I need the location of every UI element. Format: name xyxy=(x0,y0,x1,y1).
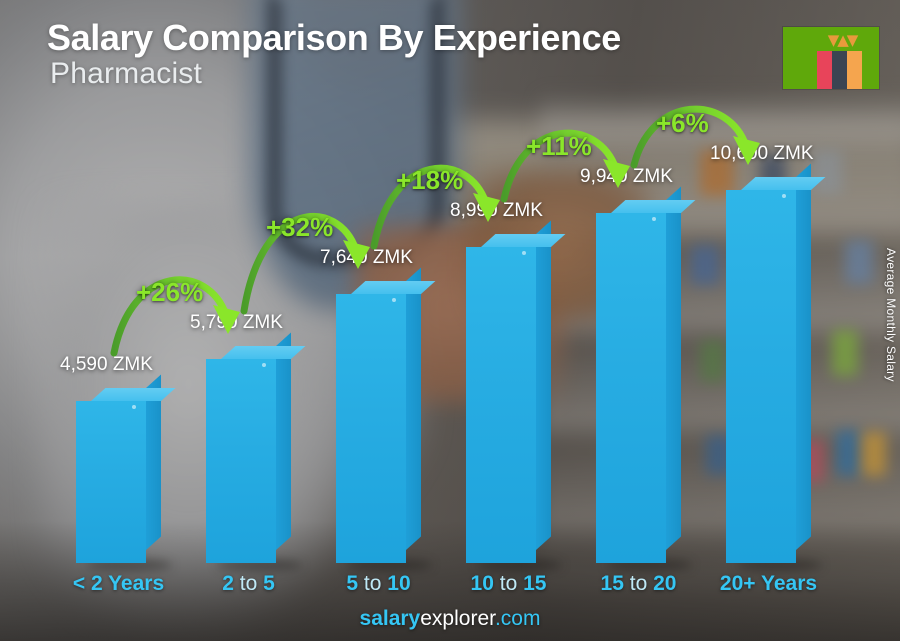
bar-front-face xyxy=(206,359,276,563)
background-product xyxy=(836,430,860,476)
bar-front-face xyxy=(76,401,146,563)
page-subtitle: Pharmacist xyxy=(50,57,203,90)
bar-value-label: 9,940 ZMK xyxy=(580,166,673,187)
bar-front-face xyxy=(336,294,406,563)
background-product xyxy=(862,432,886,476)
flag-stripe-red xyxy=(817,51,832,89)
x-axis-category-label: 2 to 5 xyxy=(179,572,319,596)
bar-value-label: 4,590 ZMK xyxy=(60,354,153,375)
x-label-to: 5 xyxy=(263,572,275,595)
brand-part-explorer: explorer xyxy=(420,607,495,630)
x-label-text: < 2 Years xyxy=(72,572,165,595)
bar-gloss-highlight xyxy=(132,405,136,409)
x-label-connector: to xyxy=(363,572,382,595)
x-label-from: 5 xyxy=(346,572,359,595)
percent-change-label: +11% xyxy=(526,131,592,161)
x-axis-category-label: 20+ Years xyxy=(699,572,839,596)
brand-part-salary: salary xyxy=(359,607,421,630)
y-axis-label: Average Monthly Salary xyxy=(884,248,898,382)
bar-gloss-highlight xyxy=(782,194,786,198)
percent-change-label: +18% xyxy=(396,165,464,195)
bar-value-label: 10,600 ZMK xyxy=(710,143,814,164)
bar-front-face xyxy=(596,213,666,563)
x-axis-category-label: 15 to 20 xyxy=(569,572,709,596)
flag-stripe-black xyxy=(832,51,847,89)
x-label-connector: to xyxy=(499,572,518,595)
x-label-connector: to xyxy=(239,572,258,595)
bar-gloss-highlight xyxy=(522,251,526,255)
x-axis-category-label: 10 to 15 xyxy=(439,572,579,596)
percent-change-label: +6% xyxy=(656,108,709,138)
x-label-text: 20+ Years xyxy=(719,572,818,595)
background-product xyxy=(700,150,734,196)
x-label-from: 15 xyxy=(600,572,624,595)
bar-front-face xyxy=(466,247,536,563)
background-product xyxy=(700,340,726,382)
page-title: Salary Comparison By Experience xyxy=(47,17,621,58)
background-product xyxy=(690,245,720,285)
percent-change-label: +26% xyxy=(136,277,204,307)
x-label-to: 10 xyxy=(387,572,411,595)
percent-change-label: +32% xyxy=(266,212,334,242)
x-label-to: 15 xyxy=(523,572,547,595)
bar-value-label: 8,990 ZMK xyxy=(450,200,543,221)
bar-value-label: 7,640 ZMK xyxy=(320,247,413,268)
brand-part-tld: .com xyxy=(494,607,541,630)
x-label-connector: to xyxy=(629,572,648,595)
zambia-flag-icon: ▼▲▼ xyxy=(783,27,879,89)
background-product xyxy=(812,150,842,194)
bar-gloss-highlight xyxy=(392,298,396,302)
bar-front-face xyxy=(726,190,796,563)
background-product xyxy=(832,330,858,376)
x-label-from: 2 xyxy=(222,572,234,595)
background-product xyxy=(845,240,873,284)
x-axis-category-label: 5 to 10 xyxy=(309,572,449,596)
flag-eagle-emblem: ▼▲▼ xyxy=(827,31,859,49)
bar-value-label: 5,790 ZMK xyxy=(190,312,283,333)
x-axis-category-label: < 2 Years xyxy=(49,572,189,596)
bar-gloss-highlight xyxy=(262,363,266,367)
flag-stripe-orange xyxy=(847,51,862,89)
bar-gloss-highlight xyxy=(652,217,656,221)
site-brand-footer[interactable]: salaryexplorer.com xyxy=(0,607,900,631)
x-label-from: 10 xyxy=(470,572,494,595)
x-label-to: 20 xyxy=(653,572,677,595)
